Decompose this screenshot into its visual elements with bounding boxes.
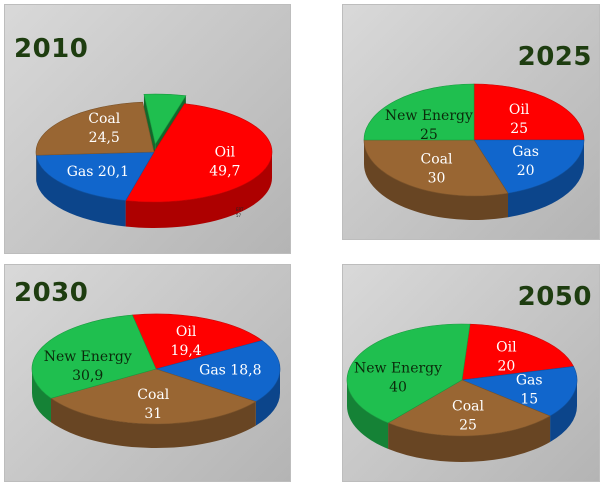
source-note-value: 57 (236, 213, 242, 218)
chart-title: 2030 (14, 278, 89, 308)
source-note: ERT (236, 207, 244, 212)
slice-oil (131, 313, 263, 370)
slice-coal (35, 101, 155, 156)
chart-title: 2025 (517, 42, 592, 72)
slice-new-energy (31, 314, 157, 399)
slice-value-oil: 20 (497, 358, 515, 374)
pie-svg-2030: Oil 19,4 Gas 18,8 Coal 31 New Energy 30,9 (31, 313, 281, 448)
slice-label-coal: Coal (452, 398, 484, 414)
slice-value-coal: 24,5 (89, 130, 120, 146)
slice-oil (461, 323, 575, 381)
slice-gas (460, 366, 578, 417)
slice-side-oil (125, 152, 273, 228)
pie-chart-2010: 2010 Oil 49,7 Gas 20,1 Coal 24,5 ERT 57 (4, 4, 291, 254)
slice-gas (154, 340, 281, 402)
pie-chart-2050: 2050 Oil 20 Gas 15 Coal 25 New Energy 40 (342, 264, 600, 482)
slice-label-gas: Gas (516, 373, 543, 389)
slice-label-coal: Coal (88, 111, 120, 127)
slice-label-gas: Gas (512, 144, 539, 160)
slice-gas (473, 139, 585, 194)
pie-chart-2030: 2030 Oil 19,4 Gas 18,8 Coal 31 New Energy 30,9 (4, 264, 291, 482)
slice-coal (50, 368, 257, 425)
slice-side-gas (255, 369, 280, 426)
slice-label-gas: Gas 20,1 (67, 164, 129, 180)
slice-new-energy (143, 93, 187, 145)
slice-label-oil: Oil (176, 324, 197, 340)
slice-value-gas: 20 (517, 163, 535, 179)
slice-label-oil: Oil (496, 339, 517, 355)
chart-title: 2010 (14, 34, 89, 64)
slice-label-coal: Coal (421, 151, 453, 167)
slice-value-new-energy: 30,9 (72, 368, 103, 384)
slice-label-gas: Gas 18,8 (199, 362, 261, 378)
slice-label-oil: Oil (215, 145, 236, 161)
slice-value-new-energy: 25 (420, 127, 438, 143)
slice-new-energy (363, 83, 475, 141)
pie-chart-2025: 2025 Oil 25 Gas 20 Coal 30 New Energy 25 (342, 4, 600, 240)
slice-gas (35, 151, 155, 201)
slice-side-gas (36, 155, 126, 227)
slice-value-oil: 25 (510, 121, 528, 137)
slice-value-coal: 31 (144, 406, 162, 422)
slice-coal (387, 379, 551, 437)
slice-label-coal: Coal (137, 387, 169, 403)
slice-oil (473, 83, 585, 141)
slice-side-gas (550, 380, 577, 442)
slice-side-new-energy (347, 380, 389, 449)
slice-side-new-energy (32, 369, 51, 423)
slice-value-coal: 25 (459, 417, 477, 433)
slice-side-coal (50, 398, 256, 448)
slice-value-coal: 30 (428, 170, 446, 186)
slice-side-coal (364, 140, 508, 221)
slice-side-gas (507, 140, 584, 218)
chart-title: 2050 (517, 282, 592, 312)
slice-label-new-energy: New Energy (44, 349, 132, 365)
slice-value-oil: 49,7 (209, 164, 240, 180)
slice-label-new-energy: New Energy (385, 108, 473, 124)
slice-new-energy (346, 323, 471, 424)
slice-label-new-energy: New Energy (354, 360, 442, 376)
slice-value-oil: 19,4 (171, 343, 202, 359)
slice-side-coal (388, 415, 551, 462)
slice-oil (125, 103, 273, 203)
slice-label-oil: Oil (509, 102, 530, 118)
pie-svg-2025: Oil 25 Gas 20 Coal 30 New Energy 25 (363, 83, 585, 221)
slice-value-gas: 15 (520, 392, 538, 408)
slice-value-new-energy: 40 (389, 379, 407, 395)
slice-coal (363, 139, 509, 197)
